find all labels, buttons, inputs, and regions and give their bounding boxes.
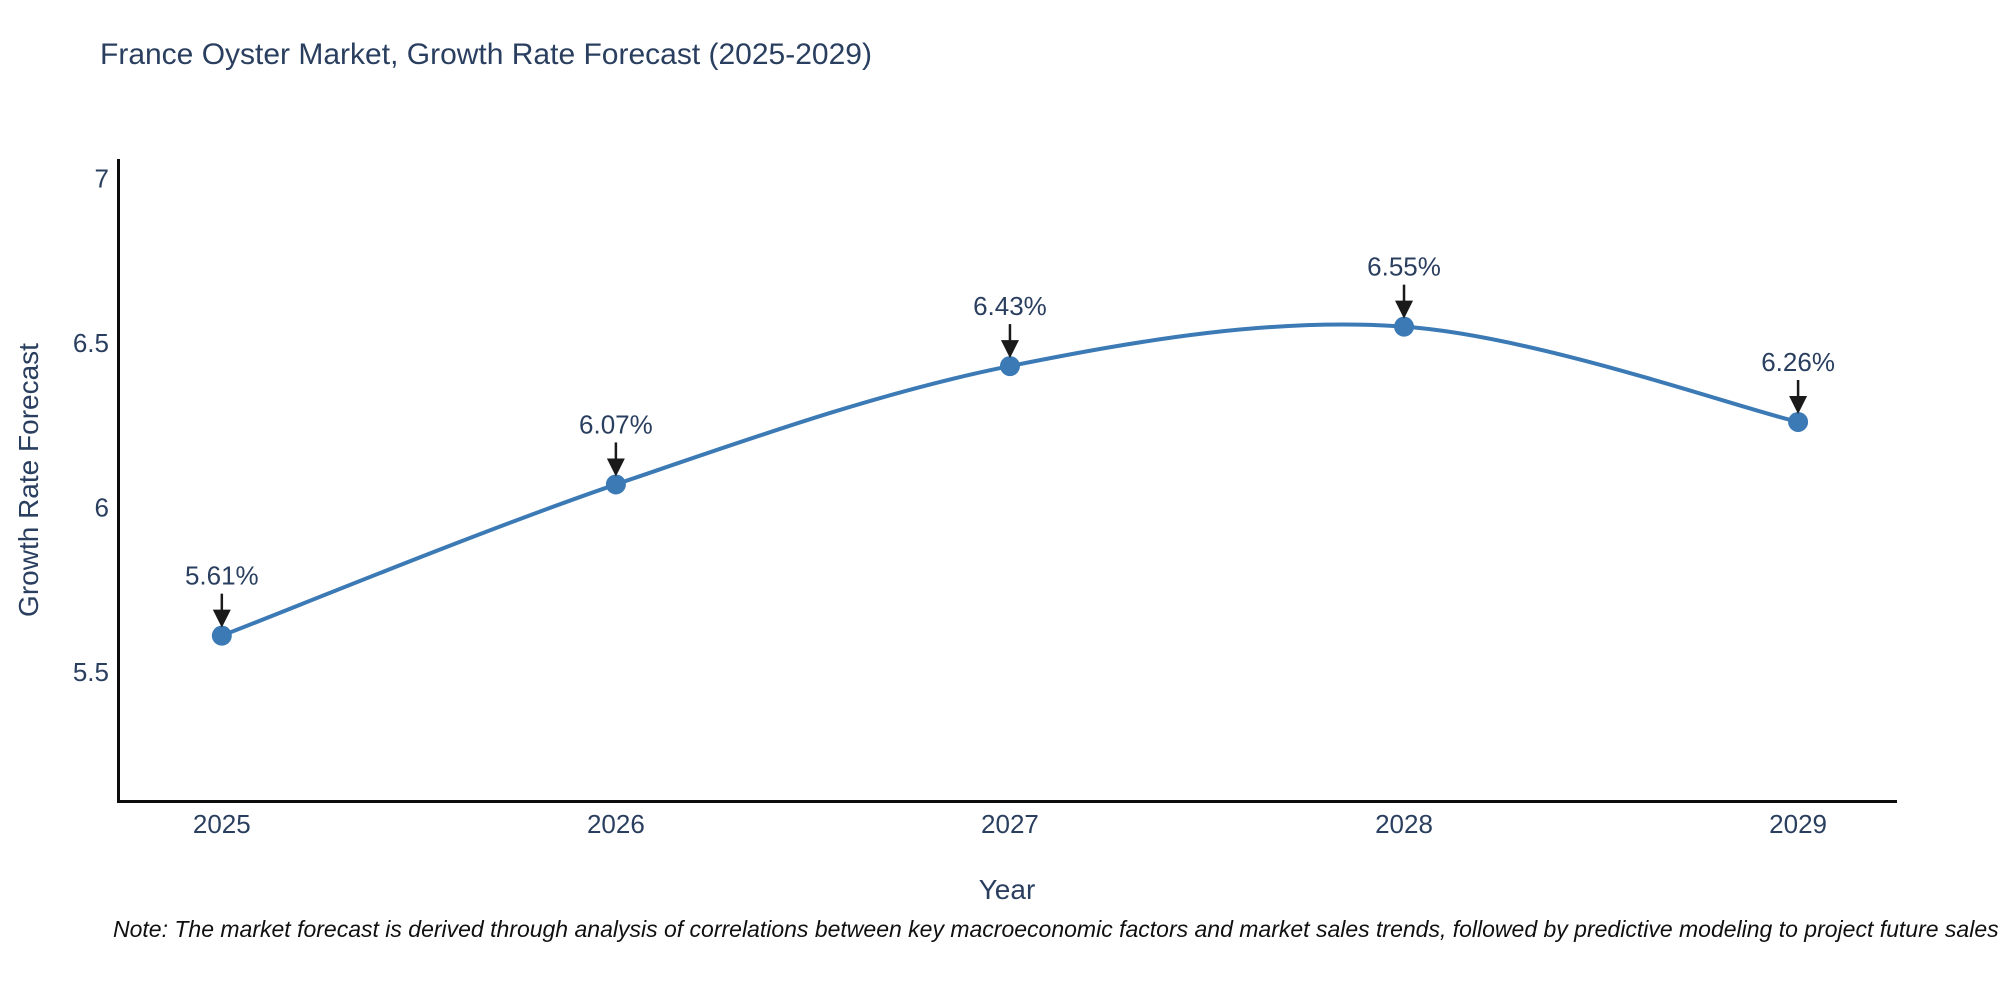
data-point-marker — [211, 625, 232, 646]
data-point-label: 6.43% — [973, 291, 1047, 321]
data-point-label: 6.26% — [1761, 347, 1835, 377]
data-point-marker — [1788, 411, 1809, 432]
y-tick-label: 6.5 — [73, 328, 109, 358]
annotation-arrowhead-icon — [1789, 395, 1808, 414]
data-point-label: 5.61% — [185, 561, 259, 591]
data-point-label: 6.07% — [579, 409, 653, 439]
data-point-label: 6.55% — [1367, 252, 1441, 282]
x-tick-label: 2028 — [1375, 809, 1433, 839]
annotation-arrowhead-icon — [1000, 340, 1019, 359]
x-tick-label: 2029 — [1769, 809, 1827, 839]
y-tick-label: 6 — [95, 492, 109, 522]
x-tick-label: 2025 — [193, 809, 251, 839]
annotation-arrowhead-icon — [1395, 300, 1414, 319]
annotation-arrowhead-icon — [606, 458, 625, 477]
x-tick-label: 2027 — [981, 809, 1039, 839]
x-axis-title: Year — [979, 874, 1036, 905]
y-tick-label: 7 — [95, 164, 109, 194]
y-tick-label: 5.5 — [73, 657, 109, 687]
data-point-marker — [999, 356, 1020, 377]
x-tick-label: 2026 — [587, 809, 645, 839]
footnote: Note: The market forecast is derived thr… — [113, 916, 1999, 942]
data-point-marker — [1394, 316, 1415, 337]
annotation-arrowhead-icon — [212, 609, 231, 628]
data-point-marker — [605, 474, 626, 495]
y-axis-title: Growth Rate Forecast — [13, 343, 44, 617]
chart-title: France Oyster Market, Growth Rate Foreca… — [100, 38, 872, 71]
